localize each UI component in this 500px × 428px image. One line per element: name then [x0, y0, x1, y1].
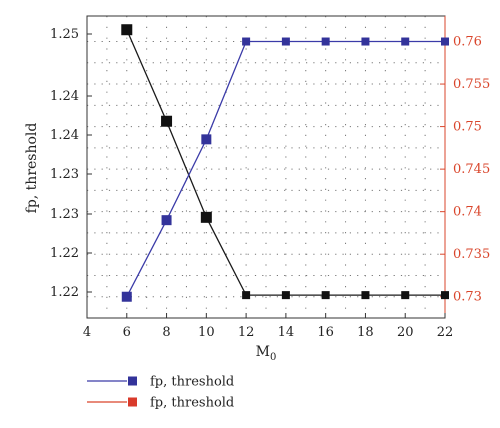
data-point	[201, 134, 212, 145]
legend-marker	[128, 397, 137, 407]
x-tick-label: 16	[317, 325, 334, 340]
series-line	[126, 40, 445, 298]
data-point	[321, 37, 330, 46]
y-left-tick-label: 1.24	[50, 89, 79, 104]
y-left-tick-label: 1.23	[50, 167, 79, 182]
legend: fp, threshold fp, threshold	[87, 375, 234, 411]
x-axis-title-subscript: 0	[270, 352, 276, 363]
data-point	[401, 291, 410, 300]
x-axis-title-main: M	[256, 344, 270, 360]
data-point	[361, 291, 370, 300]
data-point	[161, 215, 172, 226]
y-right-tick-label: 0.745	[453, 162, 490, 177]
x-tick-label: 4	[83, 325, 91, 340]
data-point	[121, 291, 132, 302]
x-tick-label: 8	[162, 325, 170, 340]
y-left-tick-label: 1.23	[50, 207, 79, 222]
legend-entry: fp, threshold	[87, 375, 234, 390]
axis-ticks: 4 6 8 10 12 14 16 18 20 22 1.22 1.22 1.23 1.23 1.24 1.2…	[50, 27, 490, 340]
y-right-tick-label: 0.76	[453, 35, 482, 50]
y-right-tick-label: 0.755	[453, 77, 490, 92]
data-point	[361, 37, 370, 46]
y-right-tick-label: 0.73	[453, 290, 482, 305]
data-point	[161, 115, 173, 127]
y-left-tick-label: 1.24	[50, 128, 79, 143]
data-point	[441, 291, 449, 300]
x-tick-label: 12	[238, 325, 255, 340]
y-right-tick-label: 0.75	[453, 120, 482, 135]
series-2	[121, 37, 449, 302]
legend-entry: fp, threshold	[87, 396, 234, 411]
series-layer	[121, 24, 449, 302]
x-axis-title: M0	[256, 344, 277, 363]
x-tick-label: 20	[397, 325, 414, 340]
data-point	[200, 211, 212, 223]
y-left-tick-label: 1.25	[50, 27, 79, 42]
series-1	[121, 24, 449, 300]
y-right-tick-label: 0.735	[453, 247, 490, 262]
legend-marker	[128, 376, 137, 386]
data-point	[441, 37, 449, 46]
data-point	[281, 291, 290, 300]
x-tick-label: 14	[278, 325, 295, 340]
data-point	[242, 291, 251, 300]
x-tick-label: 10	[198, 325, 215, 340]
data-point	[281, 37, 290, 46]
data-point	[121, 24, 133, 36]
data-point	[401, 37, 410, 46]
x-tick-label: 6	[123, 325, 131, 340]
y-left-tick-label: 1.22	[50, 246, 79, 261]
data-point	[321, 291, 330, 300]
y-axis-title: fp, threshold	[24, 123, 40, 214]
x-tick-label: 22	[437, 325, 454, 340]
y-left-tick-label: 1.22	[50, 285, 79, 300]
x-tick-label: 18	[357, 325, 374, 340]
legend-label: fp, threshold	[150, 375, 234, 390]
series-line	[126, 29, 445, 296]
data-point	[242, 37, 251, 46]
y-right-tick-label: 0.74	[453, 205, 482, 220]
legend-label: fp, threshold	[150, 396, 234, 411]
